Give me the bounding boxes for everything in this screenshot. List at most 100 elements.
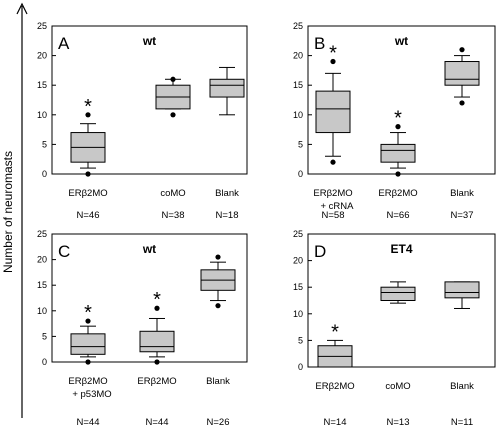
y-tick-label: 20 <box>37 51 47 61</box>
plot-frame <box>307 233 496 368</box>
y-tick-label: 10 <box>37 110 47 120</box>
sample-size-label: N=13 <box>387 417 410 428</box>
significance-star: * <box>394 108 402 130</box>
category-label: ERβ2MO <box>137 376 176 387</box>
category-label: ERβ2MO <box>313 188 352 199</box>
y-tick-label: 15 <box>37 80 47 90</box>
outlier-point <box>85 359 91 365</box>
iqr-box <box>380 143 416 163</box>
sample-size-label: N=44 <box>146 417 169 428</box>
box-plot: * <box>70 302 106 365</box>
y-tick-label: 15 <box>293 282 303 292</box>
y-tick-label: 10 <box>293 309 303 319</box>
outlier-point <box>215 254 221 260</box>
box-plot: * <box>380 108 416 177</box>
y-tick-label: 25 <box>293 229 303 239</box>
sample-size-label: N=38 <box>162 210 185 221</box>
iqr-box <box>209 78 245 98</box>
box-plot: * <box>317 321 353 368</box>
outlier-point <box>395 171 401 177</box>
outlier-point <box>395 124 401 130</box>
sample-size-label: N=37 <box>451 210 474 221</box>
category-label: Blank <box>215 188 239 199</box>
y-tick-label: 25 <box>37 21 47 31</box>
sample-size-label: N=18 <box>216 210 239 221</box>
y-tick-label: 0 <box>298 169 303 179</box>
outlier-point <box>330 159 336 165</box>
category-sublabel: + p53MO <box>72 389 111 400</box>
significance-star: * <box>84 96 92 118</box>
outlier-point <box>154 305 160 311</box>
box-plot: * <box>70 96 106 177</box>
category-label: Blank <box>450 381 474 392</box>
category-label: coMO <box>160 188 185 199</box>
plot-frame <box>51 233 248 363</box>
panels: 0 5 10 15 20 25 A wt * ERβ2MO N=46 coMO N=38 Blank N=1… <box>37 21 496 428</box>
iqr-box <box>139 330 175 353</box>
y-tick-label: 5 <box>42 331 47 341</box>
box-plot: * <box>139 289 175 365</box>
outlier-point <box>85 112 91 118</box>
y-axis-label: Number of neuromasts <box>1 151 15 273</box>
outlier-point <box>459 47 465 53</box>
category-label: coMO <box>385 381 410 392</box>
y-tick-label: 25 <box>293 21 303 31</box>
significance-star: * <box>331 321 339 343</box>
sample-size-label: N=14 <box>324 417 347 428</box>
box-plot <box>209 66 245 116</box>
category-label: ERβ2MO <box>68 188 107 199</box>
outlier-point <box>154 359 160 365</box>
panel-label: D <box>314 242 326 261</box>
plot-frame <box>307 25 496 175</box>
y-tick-label: 5 <box>42 139 47 149</box>
category-label: Blank <box>206 376 230 387</box>
y-tick-label: 20 <box>37 255 47 265</box>
category-label: ERβ2MO <box>378 188 417 199</box>
panel-title: wt <box>142 242 156 256</box>
iqr-box <box>444 61 480 86</box>
y-tick-label: 5 <box>298 139 303 149</box>
box-plot: * <box>315 43 351 165</box>
plot-frame <box>51 25 248 175</box>
panel-label: C <box>58 242 70 261</box>
y-tick-label: 15 <box>293 80 303 90</box>
y-tick-label: 0 <box>42 357 47 367</box>
iqr-box <box>444 281 480 299</box>
category-label: Blank <box>450 188 474 199</box>
panel-label: B <box>314 34 325 53</box>
panel-title: ET4 <box>390 242 412 256</box>
panel-label: A <box>58 34 70 53</box>
y-tick-label: 0 <box>298 362 303 372</box>
y-tick-label: 20 <box>293 256 303 266</box>
outlier-point <box>85 171 91 177</box>
y-axis-arrow <box>16 2 28 418</box>
outlier-point <box>170 76 176 82</box>
sample-size-label: N=58 <box>322 210 345 221</box>
iqr-box <box>380 286 416 302</box>
outlier-point <box>85 318 91 324</box>
outlier-point <box>459 100 465 106</box>
panel-title: wt <box>394 34 408 48</box>
box-plot <box>380 281 416 304</box>
y-tick-label: 5 <box>298 335 303 345</box>
box-plot <box>155 76 191 118</box>
outlier-point <box>170 112 176 118</box>
y-tick-label: 15 <box>37 280 47 290</box>
significance-star: * <box>153 289 161 311</box>
box-plot <box>200 254 236 309</box>
category-label: ERβ2MO <box>315 381 354 392</box>
panel-c: 0 5 10 15 20 25 C wt * ERβ2MO + p53MO N=44 * ERβ2MO N=… <box>37 229 248 428</box>
y-tick-label: 25 <box>37 229 47 239</box>
box-plot <box>444 47 480 106</box>
iqr-box <box>315 90 351 134</box>
significance-star: * <box>84 302 92 324</box>
box-plot <box>444 281 480 309</box>
sample-size-label: N=26 <box>207 417 230 428</box>
panel-a: 0 5 10 15 20 25 A wt * ERβ2MO N=46 coMO N=38 Blank N=1… <box>37 21 248 221</box>
significance-star: * <box>329 43 337 65</box>
outlier-point <box>330 58 336 65</box>
y-tick-label: 10 <box>293 110 303 120</box>
y-tick-label: 10 <box>37 306 47 316</box>
panel-title: wt <box>142 34 156 48</box>
